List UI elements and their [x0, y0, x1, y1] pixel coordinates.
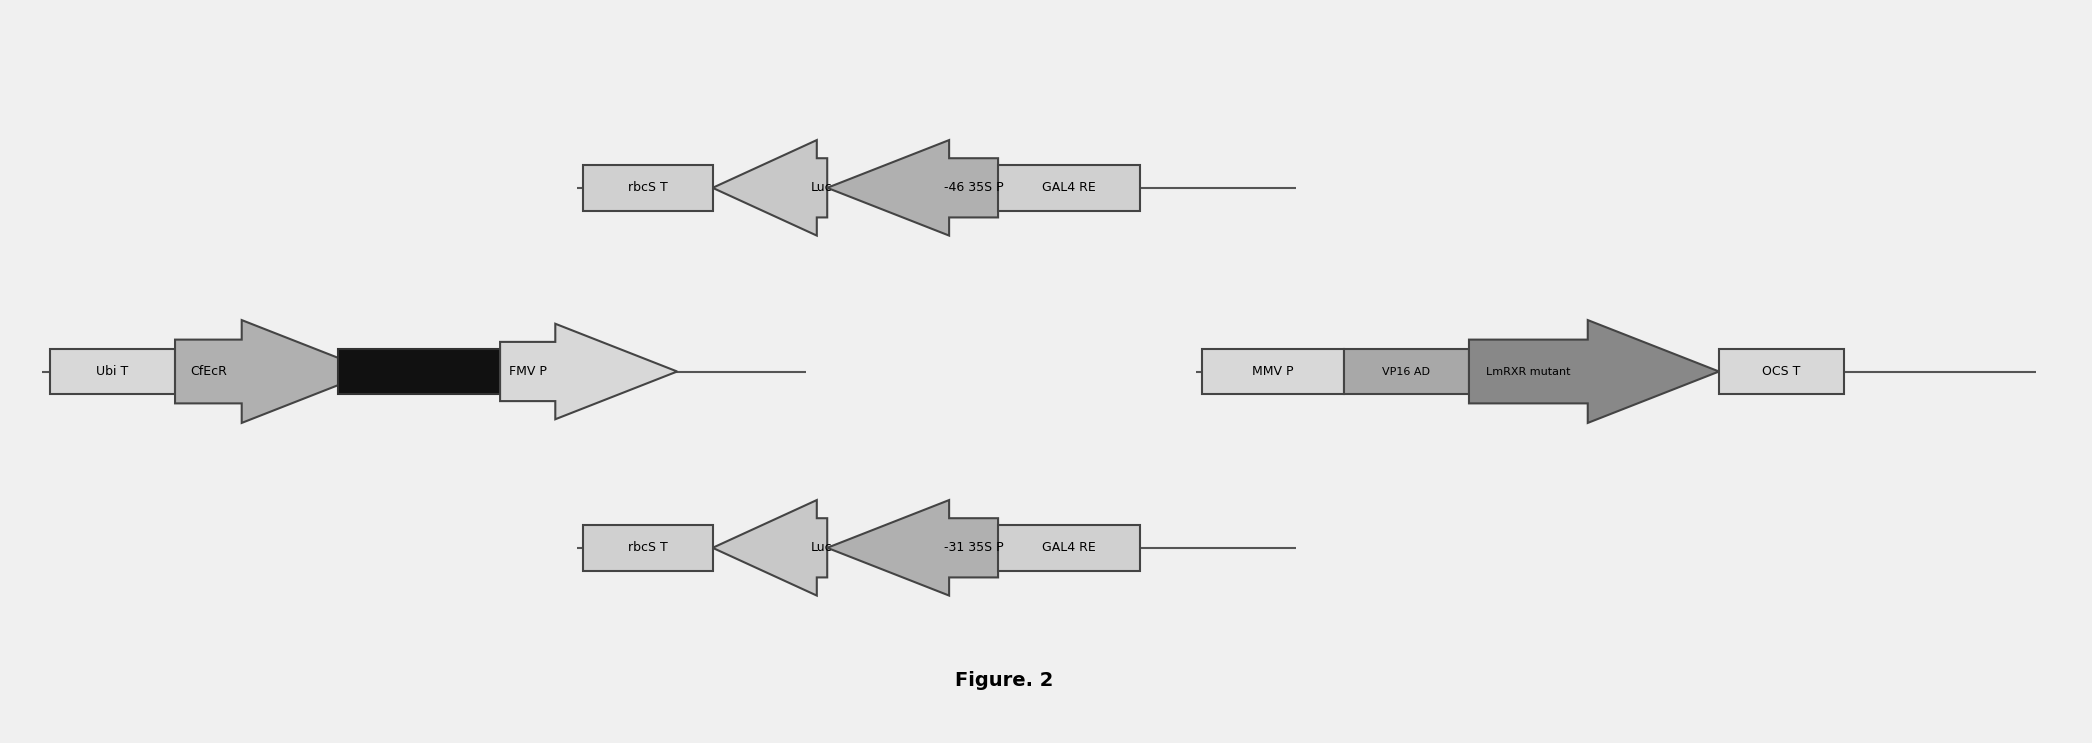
Text: GAL4 RE: GAL4 RE — [1042, 181, 1096, 195]
Bar — [1343, 348, 1469, 395]
Text: Luc: Luc — [812, 181, 833, 195]
Bar — [1720, 348, 1843, 395]
Bar — [1203, 348, 1343, 395]
Bar — [337, 348, 500, 395]
Text: OCS T: OCS T — [1761, 365, 1801, 378]
Polygon shape — [1469, 320, 1720, 423]
Text: VP16 AD: VP16 AD — [1383, 366, 1431, 377]
Polygon shape — [826, 140, 998, 236]
Bar — [998, 165, 1140, 210]
Text: FMV P: FMV P — [508, 365, 546, 378]
Bar — [584, 525, 713, 571]
Bar — [50, 348, 176, 395]
Polygon shape — [713, 140, 826, 236]
Polygon shape — [500, 324, 678, 419]
Text: MMV P: MMV P — [1253, 365, 1293, 378]
Polygon shape — [176, 320, 372, 423]
Text: Figure. 2: Figure. 2 — [956, 671, 1054, 690]
Text: Luc: Luc — [812, 542, 833, 554]
Text: LmRXR mutant: LmRXR mutant — [1485, 366, 1571, 377]
Bar — [998, 525, 1140, 571]
Bar — [584, 165, 713, 210]
Text: rbcS T: rbcS T — [628, 542, 667, 554]
Text: CfEcR: CfEcR — [190, 365, 226, 378]
Polygon shape — [713, 500, 826, 596]
Text: rbcS T: rbcS T — [628, 181, 667, 195]
Polygon shape — [826, 500, 998, 596]
Text: -31 35S P: -31 35S P — [943, 542, 1004, 554]
Text: Ubi T: Ubi T — [96, 365, 128, 378]
Text: -46 35S P: -46 35S P — [943, 181, 1004, 195]
Text: GAL4 RE: GAL4 RE — [1042, 542, 1096, 554]
